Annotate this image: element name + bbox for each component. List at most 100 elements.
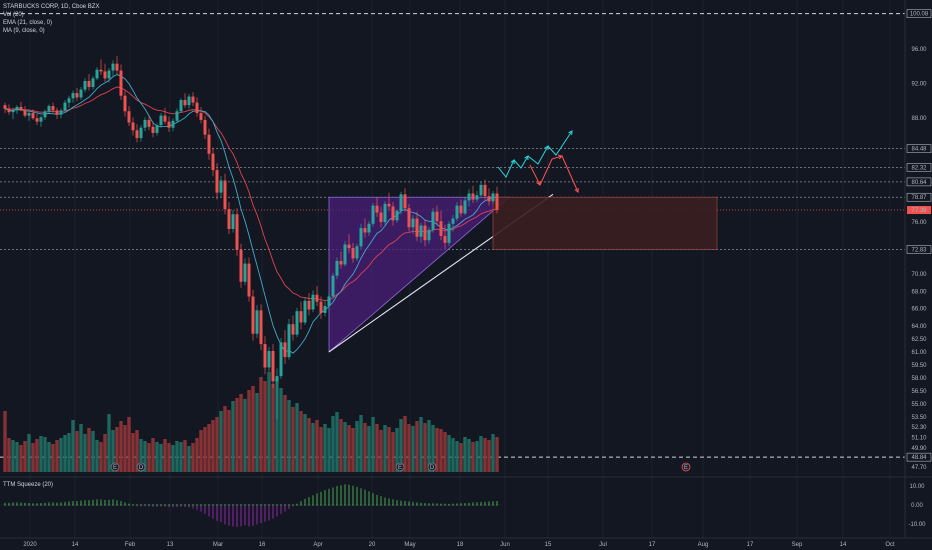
candle-73	[295, 307, 299, 338]
candle-body-66	[267, 351, 271, 368]
candle-body-73	[295, 311, 299, 335]
volume-bar-16	[67, 433, 71, 472]
candle-57	[231, 209, 235, 233]
candle-59	[239, 243, 243, 288]
candle-body-69	[279, 342, 283, 377]
squeeze-dot-65	[264, 504, 266, 506]
squeeze-dot-99	[400, 504, 402, 506]
candle-body-91	[367, 223, 371, 233]
volume-bar-85	[343, 422, 347, 472]
candle-body-54	[219, 180, 223, 193]
squeeze-dot-45	[184, 504, 186, 506]
squeeze-dot-82	[332, 504, 334, 506]
price-tick-100.08: 100.08	[906, 9, 932, 18]
legend-vol[interactable]: Vol (20)	[3, 12, 24, 18]
squeeze-dot-74	[300, 504, 302, 506]
candle-49	[199, 106, 203, 124]
event-label-2: E	[398, 465, 402, 471]
candle-body-81	[327, 296, 331, 307]
squeeze-dot-16	[68, 504, 70, 506]
candle-body-67	[271, 351, 275, 382]
candle-body-121	[487, 196, 491, 202]
time-label-7: 20	[369, 542, 376, 548]
candle-25	[103, 63, 107, 82]
candle-12	[51, 102, 55, 113]
candle-body-112	[451, 218, 455, 224]
squeeze-dot-67	[272, 504, 274, 506]
candle-body-118	[475, 195, 479, 200]
squeeze-dot-7	[32, 504, 34, 506]
volume-bar-109	[439, 429, 443, 472]
price-tick-72.83: 72.83	[906, 245, 932, 254]
volume-bar-5	[23, 441, 27, 472]
candle-body-87	[351, 248, 355, 259]
price-label-78.87: 78.87	[911, 195, 927, 201]
candle-63	[255, 305, 259, 339]
price-tick-51.10: 51.10	[911, 436, 927, 442]
event-marker-4: E	[681, 462, 691, 472]
volume-bar-111	[447, 435, 451, 472]
ma-line	[4, 74, 498, 354]
squeeze-dot-108	[436, 504, 438, 506]
candle-body-51	[207, 134, 211, 154]
legend-title[interactable]: STARBUCKS CORP, 1D, Cboe BZX	[3, 4, 100, 10]
volume-bar-41	[167, 443, 171, 472]
squeeze-dot-12	[52, 504, 54, 506]
candle-66	[267, 346, 271, 372]
candle-123	[495, 186, 499, 214]
candle-body-85	[343, 244, 347, 265]
squeeze-dot-47	[192, 504, 194, 506]
candle-body-105	[423, 225, 427, 241]
price-label-47.70: 47.70	[911, 465, 927, 471]
event-marker-2: E	[395, 462, 405, 472]
volume-bar-46	[187, 446, 191, 472]
price-label-96.00: 96.00	[911, 47, 927, 53]
candle-112	[451, 215, 455, 232]
candle-body-20	[83, 80, 87, 90]
event-marker-3: D	[427, 462, 437, 472]
squeeze-dot-53	[216, 504, 218, 506]
ttm-squeeze-label[interactable]: TTM Squeeze (20)	[3, 482, 54, 488]
arrow-red-3-head	[574, 187, 579, 193]
squeeze-dot-75	[304, 504, 306, 506]
candle-body-99	[399, 194, 403, 211]
time-label-11: 15	[545, 542, 552, 548]
candle-body-93	[375, 205, 379, 213]
candle-105	[423, 219, 427, 247]
squeeze-dot-58	[236, 504, 238, 506]
candle-body-110	[443, 235, 447, 243]
price-tick-82.32: 82.32	[906, 163, 932, 172]
candle-body-9	[39, 117, 43, 122]
legend-ma[interactable]: MA (9, close, 0)	[3, 28, 45, 34]
legend-ema[interactable]: EMA (21, close, 0)	[3, 20, 53, 26]
candle-11	[47, 104, 51, 114]
volume-bar-15	[63, 435, 67, 472]
volume-bar-116	[467, 439, 471, 472]
candle-52	[211, 147, 215, 177]
squeeze-dot-32	[132, 504, 134, 506]
candle-body-43	[175, 111, 179, 121]
time-label-16: Sep	[792, 542, 803, 548]
volume-bar-107	[431, 425, 435, 472]
candle-body-18	[75, 93, 79, 98]
candle-body-37	[151, 126, 155, 133]
candle-61	[247, 257, 251, 302]
squeeze-dot-71	[288, 504, 290, 506]
candle-4	[19, 101, 23, 112]
volume-bar-49	[199, 430, 203, 472]
price-tick-78.87: 78.87	[906, 192, 932, 202]
price-label-72.83: 72.83	[911, 247, 927, 253]
volume-bar-80	[323, 424, 327, 472]
candle-body-106	[427, 229, 431, 241]
volume-bar-87	[351, 428, 355, 472]
candle-body-60	[243, 263, 247, 282]
volume-bar-18	[75, 431, 79, 472]
candle-body-116	[467, 193, 471, 201]
candle-91	[367, 221, 371, 236]
candle-body-25	[103, 71, 107, 79]
candle-28	[115, 55, 119, 75]
candle-31	[127, 106, 131, 126]
arrow-red-1	[529, 164, 541, 186]
candle-26	[107, 67, 111, 83]
